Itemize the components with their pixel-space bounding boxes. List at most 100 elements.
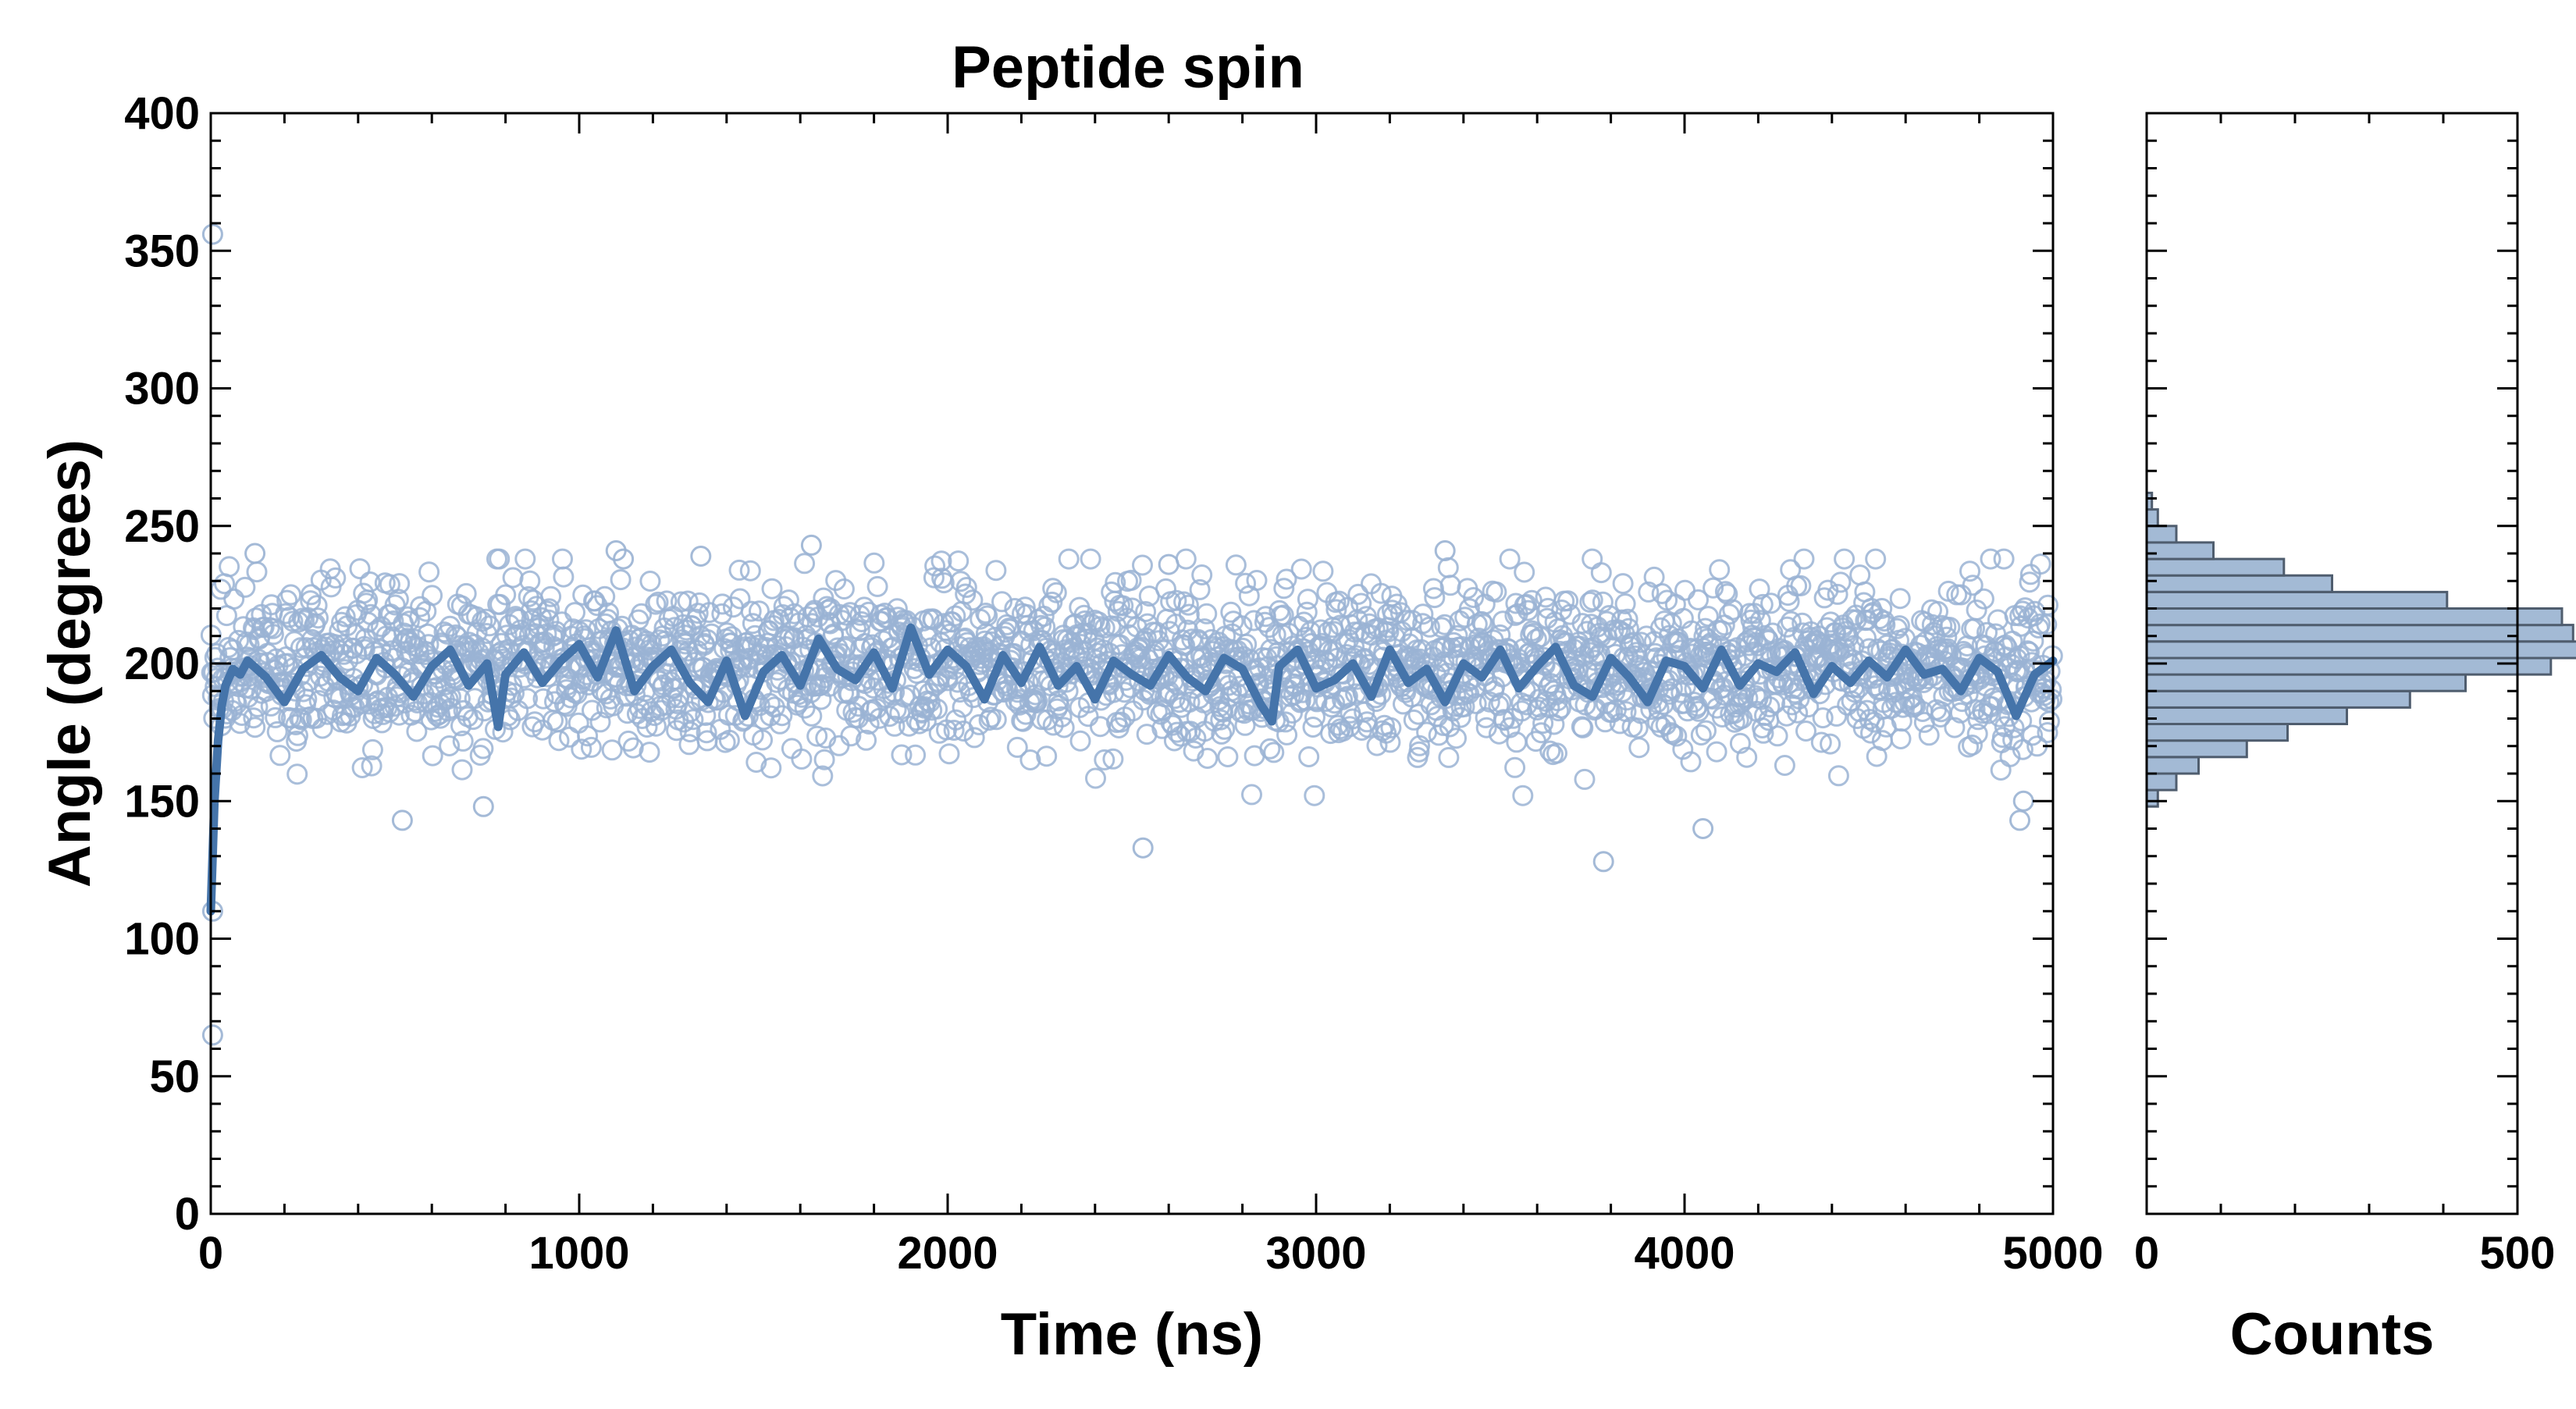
scatter-point <box>711 603 733 624</box>
histogram-bar <box>2145 739 2248 759</box>
scatter-point <box>464 688 486 710</box>
scatter-point <box>740 600 762 622</box>
scatter-point <box>1548 700 1570 722</box>
scatter-point <box>1170 725 1191 747</box>
scatter-point <box>409 607 431 628</box>
scatter-point <box>773 596 795 617</box>
scatter-point <box>1827 583 1848 605</box>
scatter-point <box>1795 721 1816 742</box>
scatter-point <box>422 745 443 767</box>
scatter-point <box>639 742 660 763</box>
scatter-point <box>1764 692 1786 714</box>
scatter-point <box>1695 720 1717 742</box>
scatter-point <box>817 611 839 633</box>
scatter-point <box>1973 588 1994 610</box>
scatter-point <box>580 736 602 758</box>
scatter-point <box>308 607 329 629</box>
scatter-point <box>950 571 972 592</box>
scatter-point <box>1670 639 1691 661</box>
scatter-point <box>1962 575 1984 596</box>
scatter-point <box>866 575 888 597</box>
scatter-point <box>1674 579 1695 601</box>
y-tick-label: 400 <box>124 88 200 139</box>
scatter-point <box>617 703 639 724</box>
scatter-point <box>1966 723 1988 745</box>
scatter-point <box>1703 577 1724 599</box>
scatter-point-outlier <box>244 543 266 564</box>
scatter-point-outlier <box>1158 553 1179 575</box>
scatter-point <box>930 550 952 572</box>
scatter-point <box>943 720 965 741</box>
scatter-point <box>1610 621 1631 642</box>
scatter-point <box>1350 592 1372 614</box>
scatter-point <box>1950 584 1972 606</box>
scatter-point <box>1175 548 1197 570</box>
scatter-point <box>1051 706 1073 728</box>
scatter-point <box>1827 765 1849 787</box>
y-tick-label: 200 <box>124 639 200 689</box>
scatter-point <box>1980 548 2001 570</box>
scatter-point <box>687 603 709 624</box>
scatter-point <box>1110 711 1132 733</box>
scatter-point <box>589 711 611 733</box>
scatter-point <box>1273 578 1295 600</box>
scatter-point <box>1311 632 1333 654</box>
scatter-point <box>1666 725 1688 747</box>
scatter-point <box>1354 701 1375 723</box>
scatter-point <box>472 738 494 760</box>
scatter-point-outlier <box>1692 818 1714 839</box>
scatter-point <box>540 585 562 607</box>
scatter-point <box>439 735 461 756</box>
scatter-point <box>1706 741 1727 763</box>
scatter-series <box>200 223 2063 1046</box>
scatter-point <box>1864 675 1886 697</box>
scatter-point <box>1211 723 1233 745</box>
histogram-bar <box>2145 723 2289 742</box>
scatter-point-outlier <box>1434 540 1456 561</box>
scatter-point <box>433 621 455 643</box>
scatter-point <box>1155 578 1176 600</box>
scatter-point <box>1528 696 1550 718</box>
y-tick-label: 250 <box>124 501 200 552</box>
scatter-point <box>1688 589 1709 610</box>
scatter-point <box>1718 603 1740 625</box>
scatter-point <box>572 584 594 606</box>
scatter-point <box>1830 571 1852 593</box>
scatter-point <box>1889 588 1911 610</box>
histogram-bar <box>2145 557 2286 577</box>
y-tick-label: 0 <box>175 1189 200 1240</box>
scatter-point <box>739 560 761 582</box>
scatter-point <box>721 626 742 648</box>
scatter-point <box>325 567 347 589</box>
histogram-plot-area: 0 500 Counts <box>2134 112 2576 1368</box>
scatter-point <box>749 600 770 622</box>
scatter-point <box>1590 562 1612 584</box>
scatter-point <box>955 577 977 598</box>
scatter-point <box>1403 709 1425 731</box>
histogram-bar <box>2145 607 2564 627</box>
scatter-point <box>1446 728 1467 749</box>
scatter-point <box>1745 685 1767 706</box>
scatter-point <box>1749 610 1771 632</box>
scatter-point <box>647 591 669 613</box>
scatter-point <box>1178 603 1200 625</box>
scatter-point <box>1881 697 1903 719</box>
scatter-point <box>449 688 471 710</box>
scatter-point <box>1736 746 1758 768</box>
scatter-point <box>696 722 717 744</box>
scatter-point <box>856 729 877 751</box>
scatter-point <box>1080 548 1101 570</box>
scatter-point <box>259 672 281 694</box>
scatter-point-outlier <box>391 809 413 831</box>
scatter-point <box>1767 725 1788 747</box>
y-tick-label: 150 <box>124 776 200 827</box>
histogram-bar <box>2145 656 2553 676</box>
histogram-bar <box>2145 689 2411 709</box>
scatter-point <box>1966 600 1987 621</box>
scatter-point <box>963 727 985 749</box>
scatter-point <box>977 605 998 627</box>
scatter-point <box>1820 611 1841 633</box>
scatter-point <box>617 730 639 752</box>
scatter-point <box>2012 738 2033 760</box>
scatter-point <box>1638 581 1660 603</box>
